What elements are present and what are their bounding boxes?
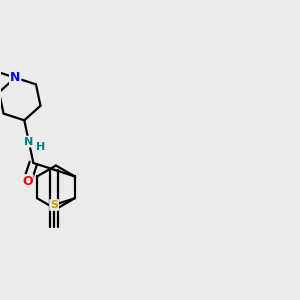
- Text: S: S: [50, 200, 58, 210]
- Text: N: N: [24, 136, 33, 147]
- Text: H: H: [35, 142, 45, 152]
- Text: O: O: [22, 175, 33, 188]
- Text: N: N: [10, 71, 20, 84]
